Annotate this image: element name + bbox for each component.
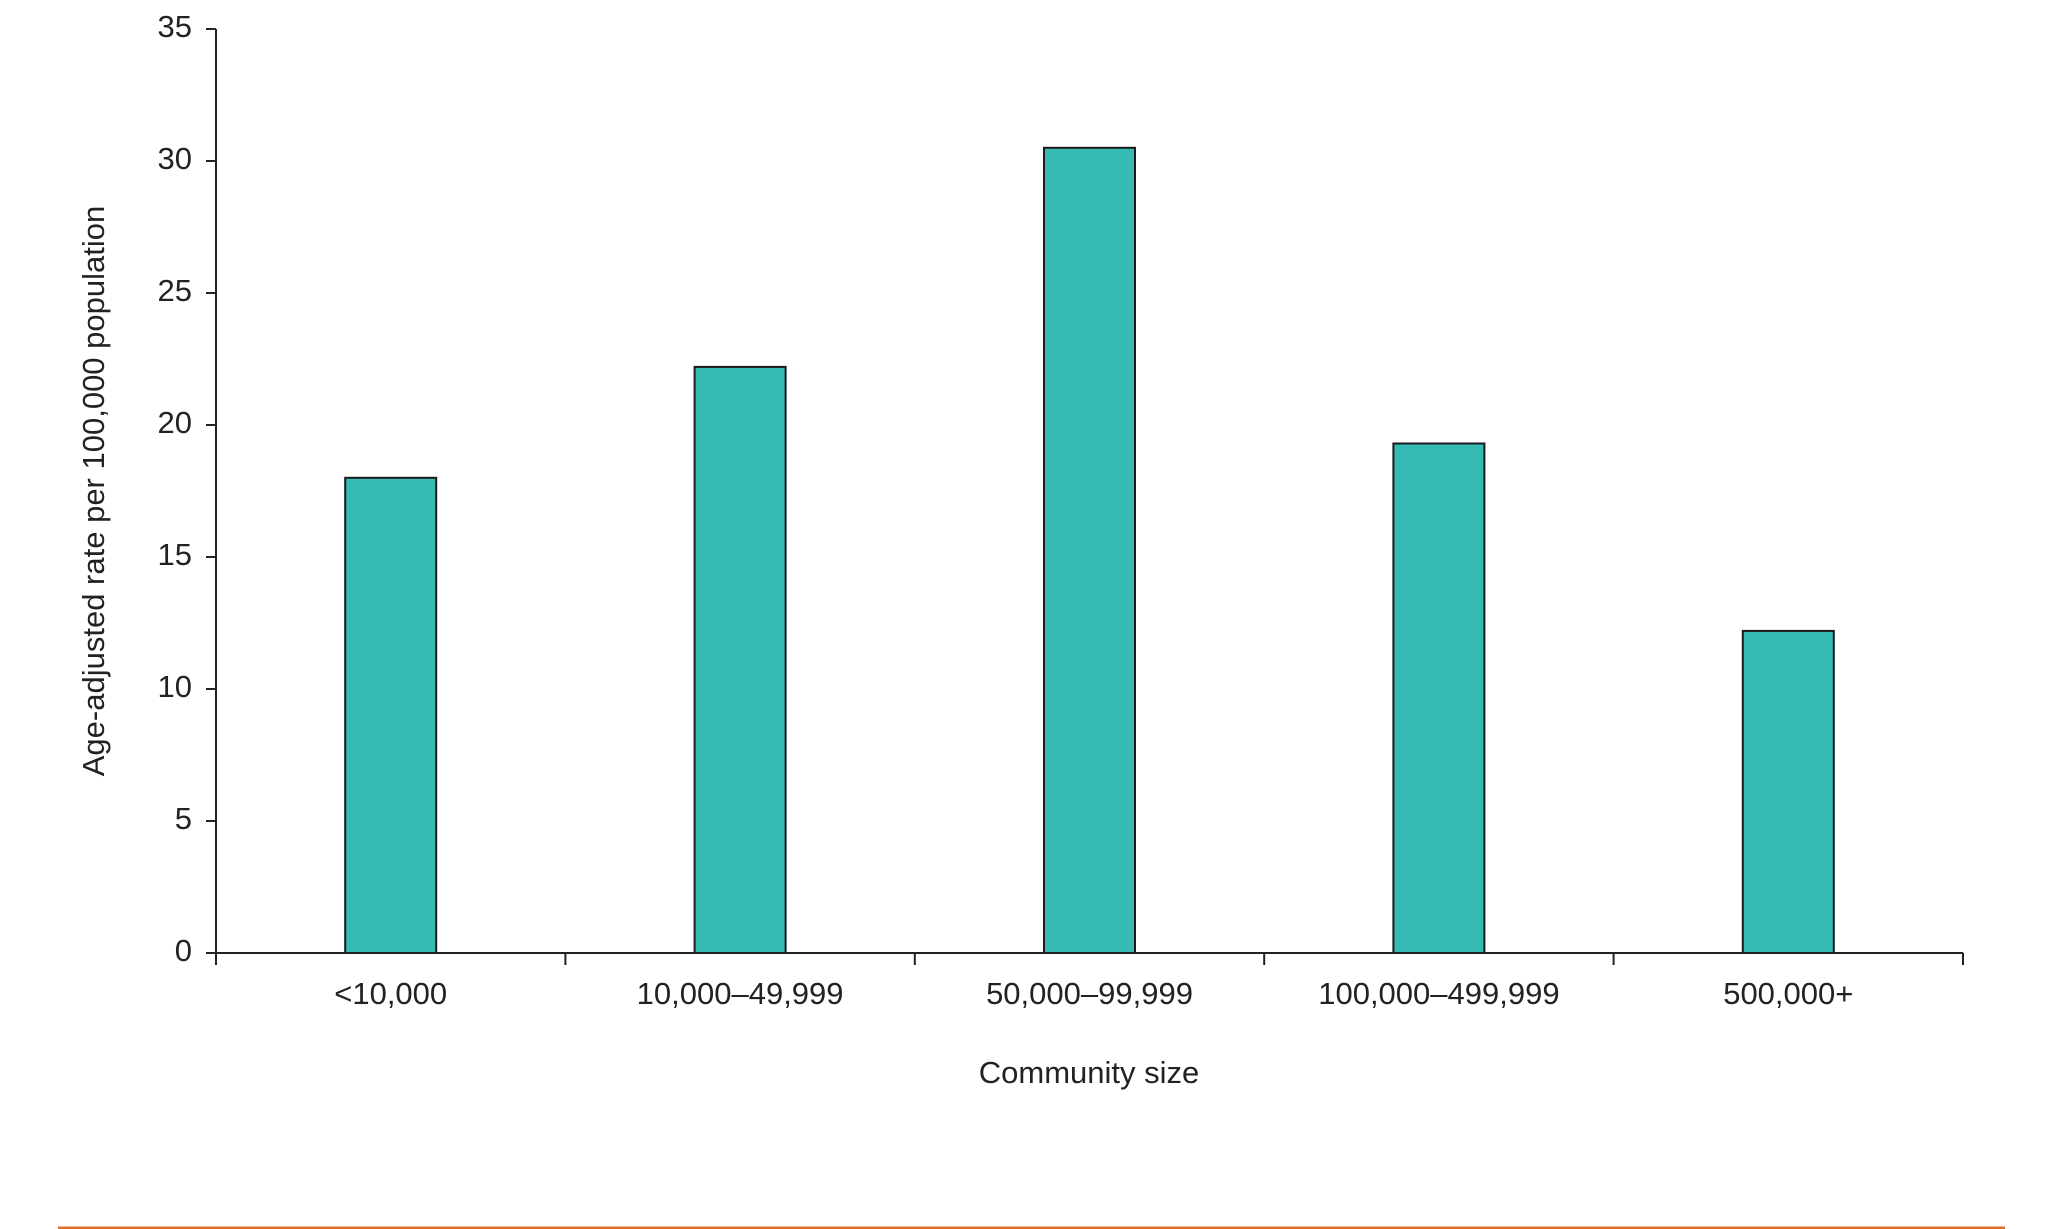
x-tick-label: 10,000–49,999 — [637, 976, 844, 1011]
x-tick-label: 100,000–499,999 — [1318, 976, 1559, 1011]
y-tick-label: 25 — [158, 273, 192, 308]
y-tick-label: 5 — [175, 801, 192, 836]
x-tick-label: 500,000+ — [1723, 976, 1853, 1011]
bar-4 — [1741, 629, 1835, 955]
x-tick-label: <10,000 — [334, 976, 447, 1011]
bars-layer — [344, 146, 1835, 955]
y-ticks: 0 5 10 15 20 25 30 35 — [158, 9, 216, 968]
y-axis-title: Age-adjusted rate per 100,000 population — [76, 206, 111, 777]
y-tick-label: 30 — [158, 141, 192, 176]
bar-3 — [1392, 442, 1486, 954]
x-axis-title: Community size — [979, 1055, 1200, 1090]
x-tick-label: 50,000–99,999 — [986, 976, 1193, 1011]
y-tick-label: 10 — [158, 669, 192, 704]
y-tick-label: 15 — [158, 537, 192, 572]
axes-layer — [215, 29, 1963, 954]
bar-1 — [693, 365, 787, 954]
y-tick-label: 20 — [158, 405, 192, 440]
y-tick-label: 35 — [158, 9, 192, 44]
y-tick-label: 0 — [175, 933, 192, 968]
bar-2 — [1043, 146, 1136, 955]
bar-0 — [344, 476, 438, 954]
x-ticks: <10,000 10,000–49,999 50,000–99,999 100,000… — [215, 953, 1964, 1011]
